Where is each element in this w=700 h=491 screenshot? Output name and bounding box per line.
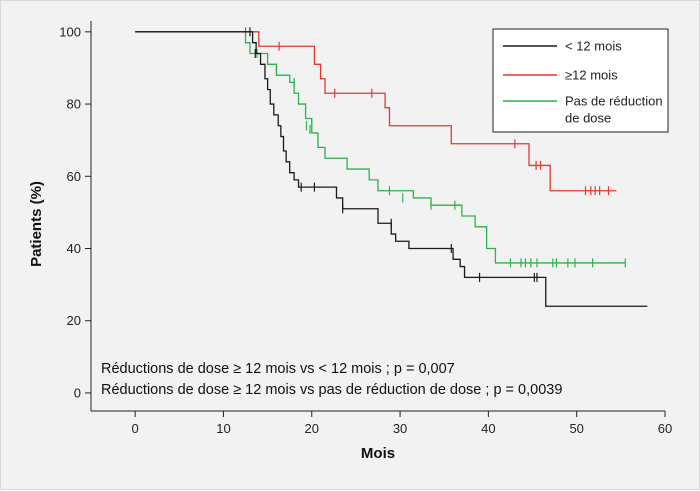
legend-label: ≥12 mois: [565, 68, 618, 83]
y-ticks: 0 20 40 60 80 100: [59, 24, 91, 400]
x-tick-label: 30: [393, 421, 407, 436]
x-axis-title: Mois: [361, 445, 395, 462]
series-0-curve: [135, 31, 648, 307]
y-tick-label: 60: [67, 169, 81, 184]
axes: [90, 21, 665, 412]
x-tick-label: 10: [216, 421, 230, 436]
legend: < 12 mois ≥12 mois Pas de réduction de dose: [492, 28, 669, 133]
series-2: [135, 31, 626, 268]
y-tick-label: 0: [74, 385, 81, 400]
legend-label: Pas de réduction de dose: [565, 94, 663, 126]
series-1-curve: [135, 31, 617, 192]
x-tick-label: 60: [658, 421, 672, 436]
annotations: Réductions de dose ≥ 12 mois vs < 12 moi…: [101, 361, 562, 398]
y-tick-label: 40: [67, 241, 81, 256]
y-tick-label: 20: [67, 313, 81, 328]
series-layer: [135, 27, 648, 307]
annotation-p-value-2: Réductions de dose ≥ 12 mois vs pas de r…: [101, 382, 562, 398]
series-0: [135, 27, 648, 307]
annotation-p-value-1: Réductions de dose ≥ 12 mois vs < 12 moi…: [101, 361, 455, 377]
x-tick-label: 0: [132, 421, 139, 436]
x-tick-label: 40: [481, 421, 495, 436]
y-tick-label: 100: [59, 24, 81, 39]
x-ticks: 0 10 20 30 40 50 60: [132, 411, 672, 436]
y-axis-title: Patients (%): [28, 181, 45, 267]
x-tick-label: 20: [305, 421, 319, 436]
series-2-curve: [135, 31, 626, 264]
y-tick-label: 80: [67, 97, 81, 112]
x-tick-label: 50: [569, 421, 583, 436]
legend-label: < 12 mois: [565, 39, 622, 54]
